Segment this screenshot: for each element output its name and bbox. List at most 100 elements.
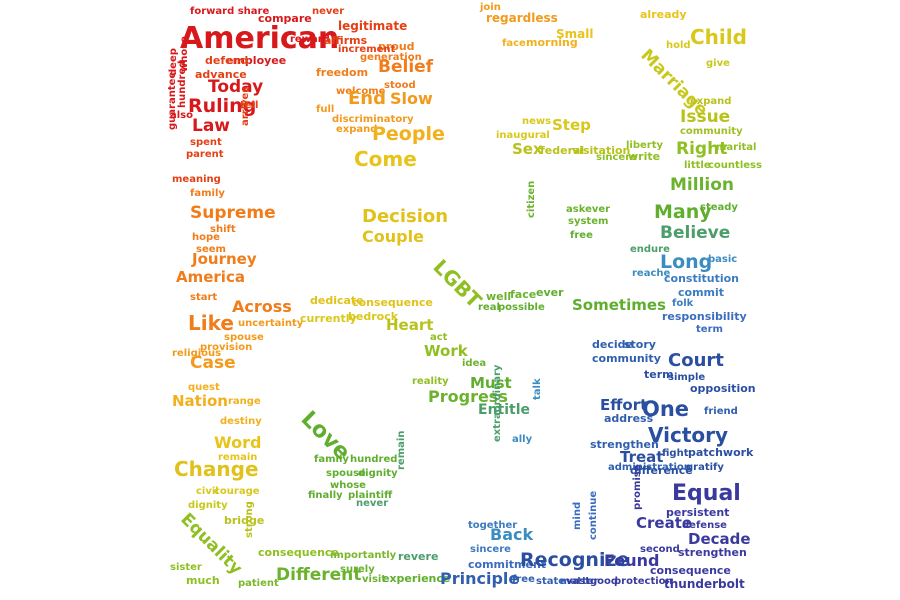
word-come: Come [354,147,417,171]
word-spent: spent [190,137,222,148]
letter-g-word-group: legitimate never affirms Belief freedom … [300,6,530,418]
word-vast: vast [566,576,590,587]
word-possible: possible [498,302,545,313]
word-dignity: dignity [188,500,228,511]
word-ever: ever [536,286,564,299]
word-whose: whose [179,36,190,72]
word-freedom: freedom [316,66,368,79]
word-change: Change [174,457,259,481]
word-hundred-2: hundred [350,454,397,465]
word-many: Many [654,201,712,223]
word-believe: Believe [660,223,730,243]
word-inaugural: inaugural [496,130,550,141]
word-deep: deep [168,48,179,76]
word-generation: generation [360,52,422,63]
word-one: One [642,397,689,421]
word-story: story [624,338,656,351]
word-discriminatory: discriminatory [332,114,414,125]
word-destiny: destiny [220,416,262,427]
word-family-2: family [314,454,349,465]
word-tell: tell [240,100,258,111]
word-guarantee: guarantee [167,72,178,130]
word-fight: fight [662,448,689,459]
word-uncertainty: uncertainty [238,318,304,329]
word-increment: increment [338,44,396,55]
word-friend: friend [704,406,738,417]
word-journey: Journey [191,250,257,268]
word-strong: strong [244,501,255,538]
word-parent: parent [186,149,224,160]
word-visitation: visitation [572,144,630,157]
word-consequence: consequence [258,546,339,559]
word-courage: courage [214,486,260,497]
word-spouse: spouse [224,332,264,343]
word-experience: experience [382,572,450,585]
word-forward-share: forward share [190,6,269,17]
word-patient: patient [238,578,279,589]
word-continue: continue [588,491,599,540]
word-liberty: liberty [626,140,664,151]
word-small: Small [556,27,593,41]
word-little: little [684,160,711,171]
word-create: Create [636,514,692,532]
word-promise: promise [632,464,643,510]
word-nation: Nation [172,392,228,410]
word-sister: sister [170,562,202,573]
word-morning: morning [526,36,578,49]
word-strengthen-2: strengthen [678,546,747,559]
word-couple: Couple [362,227,424,246]
word-face: face [510,288,536,301]
word-commit: commit [678,286,724,299]
word-arrives: arrives [240,87,251,126]
word-join: join [479,2,501,13]
word-employee: employee [226,54,286,67]
word-sincere-2: sincere [470,544,511,555]
word-dignity-2: dignity [358,468,398,479]
word-religious: religious [172,348,221,359]
word-end: End [348,88,386,109]
word-reward: reward [290,34,330,45]
word-sincere: sincere [596,152,637,163]
word-back: Back [490,525,533,544]
word-full: full [316,104,334,115]
word-consequence-3: consequence [650,564,731,577]
word-recognize: Recognize [520,549,629,571]
word-ally: ally [512,434,533,445]
word-decide: decide [592,338,633,351]
word-start: start [190,292,217,303]
word-america: America [176,268,245,286]
word-right: Right [676,139,727,159]
word-spouse-2: spouse [326,468,366,479]
word-protection: protection [614,576,673,587]
word-matter: matter [560,576,599,587]
word-idea: idea [462,358,486,369]
word-already: already [640,8,687,21]
word-expand-2: expand [690,96,731,107]
word-million: Million [670,175,734,195]
word-affirms: affirms [324,34,368,47]
word-expand: expand [336,124,377,135]
word-legitimate: legitimate [338,19,407,33]
word-never-2: never [356,498,388,509]
word-american: American [180,21,339,56]
word-reality: reality [412,376,449,387]
word-askever: askever [566,204,610,215]
word-issue: Issue [680,107,730,127]
word-hope: hope [192,232,220,243]
word-strengthen: strengthen [590,438,659,451]
word-bridge: bridge [224,514,264,527]
word-sex: Sex [512,140,543,158]
letter-b-word-group: Back sincere together commitment Princip… [440,338,756,591]
word-principle: Principle [440,569,519,588]
word-finally: finally [308,490,343,501]
word-welcome: welcome [336,86,386,97]
word-today: Today [208,77,263,97]
word-progress: Progress [428,387,508,406]
word-persistent: persistent [666,506,729,519]
word-victory: Victory [648,423,728,447]
word-decision: Decision [362,206,448,227]
love-word-group: Love finally plaintiff whose hundred fam… [296,407,407,509]
word-found: Found [604,551,660,570]
word-write: write [628,150,660,163]
word-supreme: Supreme [190,203,276,223]
